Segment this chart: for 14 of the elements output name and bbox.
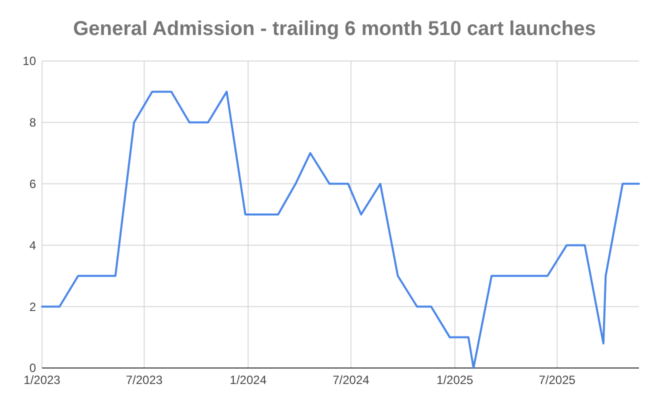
y-tick-label: 6	[29, 177, 36, 191]
y-tick-label: 8	[29, 116, 36, 130]
x-tick-label: 1/2025	[436, 373, 474, 387]
x-tick-label: 7/2023	[126, 373, 163, 387]
x-tick-label: 1/2023	[24, 373, 61, 387]
y-tick-label: 0	[29, 361, 36, 376]
y-tick-label: 2	[29, 300, 36, 314]
y-tick-label: 4	[29, 238, 36, 252]
y-tick-label: 10	[22, 54, 36, 68]
x-tick-label: 1/2024	[230, 373, 267, 387]
chart-title: General Admission - trailing 6 month 510 cart launches	[73, 18, 596, 40]
line-series	[41, 90, 640, 369]
x-tick-label: 7/2024	[332, 373, 370, 387]
x-tick-label: 7/2025	[538, 373, 576, 387]
